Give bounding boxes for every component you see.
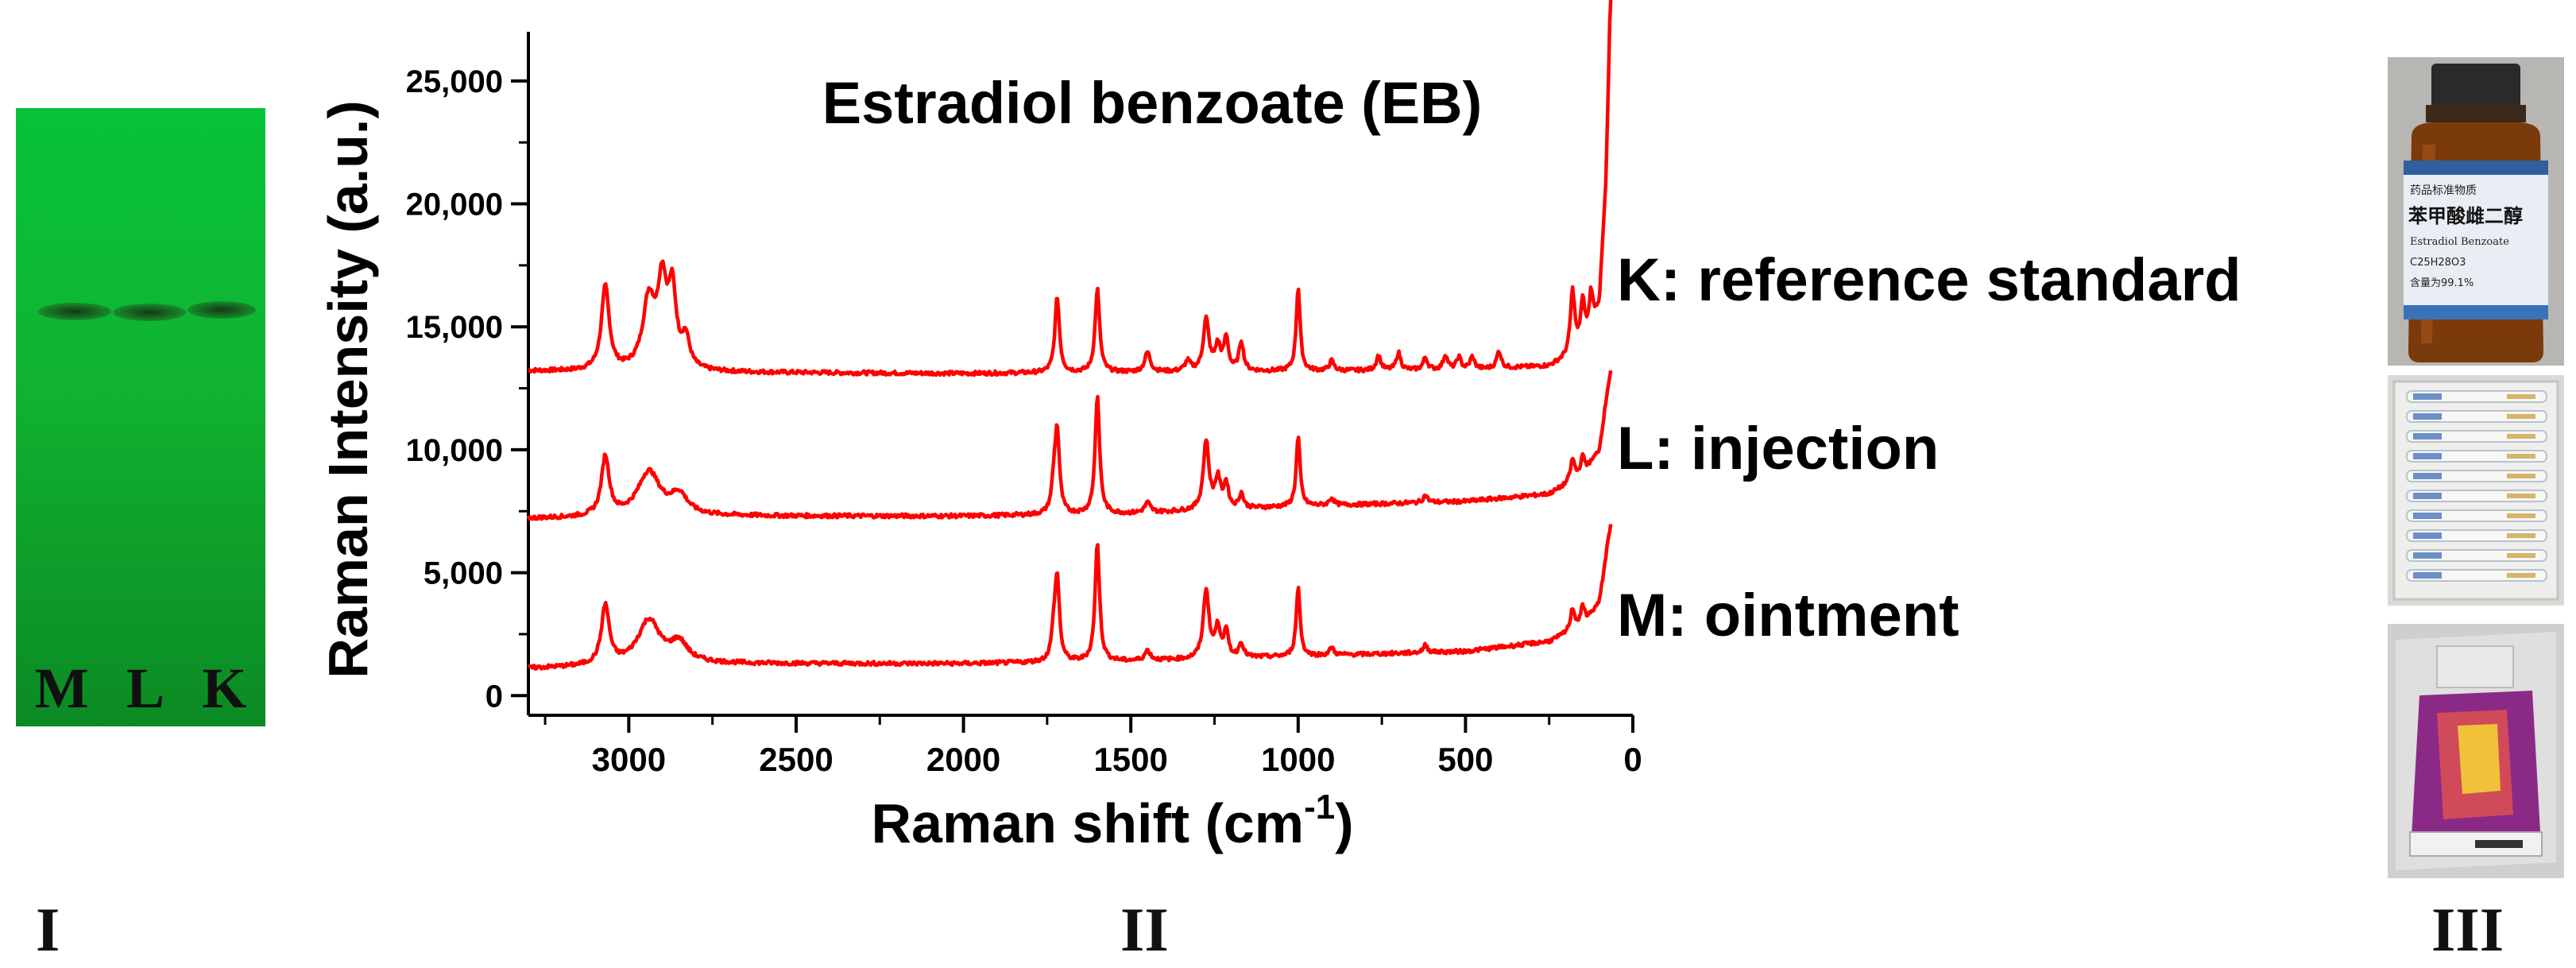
ampoule-fluid (2507, 434, 2535, 439)
series-line-k (528, 0, 1613, 378)
ampoule-fluid (2507, 553, 2535, 558)
ampoule-fluid (2507, 513, 2535, 518)
vial-label-line-5: 含量为99.1% (2410, 277, 2474, 289)
ampoule-band (2413, 413, 2442, 420)
y-tick-label: 25,000 (406, 64, 503, 99)
panel-label-iii: III (2431, 895, 2504, 964)
series-line-m (527, 524, 1613, 671)
x-tick-label: 3000 (592, 741, 666, 778)
ampoule-band (2413, 453, 2442, 459)
y-axis-label: Raman Intensity (a.u.) (317, 100, 379, 678)
ampoule-fluid (2507, 414, 2535, 419)
series-line-l (526, 370, 1613, 521)
y-tick-label: 0 (485, 679, 503, 714)
vial-label-line-4: C25H28O3 (2410, 257, 2466, 269)
ampoule-band (2413, 572, 2442, 579)
x-tick-label: 1000 (1261, 741, 1335, 778)
ampoule-band (2413, 473, 2442, 479)
x-tick-label: 2500 (759, 741, 833, 778)
ampoule-band (2413, 493, 2442, 499)
ampoule-fluid (2507, 394, 2535, 399)
ampoule-fluid (2507, 474, 2535, 478)
vial-label-line-3: Estradiol Benzoate (2410, 236, 2509, 248)
x-axis-label: Raman shift (cm-1) (872, 788, 1354, 854)
panel-label-i: I (36, 895, 60, 964)
ampoule-band (2413, 393, 2442, 400)
tlc-spot-m (38, 303, 111, 320)
tlc-plate: M L K (16, 108, 265, 726)
chart-title: Estradiol benzoate (EB) (822, 70, 1483, 136)
ampoule-fluid (2507, 494, 2535, 498)
ampoule-band (2413, 513, 2442, 519)
chart-series (526, 0, 1613, 671)
series-label-l: L: injection (1617, 415, 1939, 482)
chart-axes (511, 32, 1634, 733)
y-tick-label: 5,000 (424, 556, 503, 591)
reference-standard-vial-photo: 药品标准物质 苯甲酸雌二醇 Estradiol Benzoate C25H28O… (2388, 57, 2564, 366)
tlc-spot-k (188, 301, 256, 319)
tlc-lane-label-l: L (126, 656, 164, 720)
chart-labels: 3000 2500 2000 1500 1000 500 0 0 5,000 10,000 15,0… (317, 64, 2241, 854)
panel-label-ii: II (1120, 895, 1169, 964)
ampoule-fluid (2507, 454, 2535, 459)
x-tick-label: 0 (1623, 741, 1642, 778)
tlc-lane-label-k: K (202, 656, 247, 720)
y-tick-label: 10,000 (406, 433, 503, 468)
y-tick-label: 20,000 (406, 188, 503, 223)
ampoule-band (2413, 433, 2442, 439)
ampoule-band (2413, 532, 2442, 539)
tlc-spot-l (113, 304, 186, 321)
vial-label-line-1: 药品标准物质 (2410, 184, 2477, 197)
tlc-lane-labels: M L K (16, 656, 265, 722)
ampoule-band (2413, 552, 2442, 559)
vial-label-line-2: 苯甲酸雌二醇 (2408, 205, 2523, 227)
x-tick-label: 2000 (926, 741, 1000, 778)
series-label-m: M: ointment (1617, 582, 1959, 649)
y-tick-label: 15,000 (406, 310, 503, 345)
x-tick-label: 1500 (1093, 741, 1167, 778)
injection-ampoules-photo (2388, 375, 2564, 606)
tlc-lane-label-m: M (34, 656, 89, 720)
x-tick-label: 500 (1437, 741, 1493, 778)
series-label-k: K: reference standard (1617, 246, 2241, 314)
ointment-tube-photo (2388, 624, 2564, 878)
ampoule-fluid (2507, 533, 2535, 538)
ampoule-fluid (2507, 573, 2535, 578)
